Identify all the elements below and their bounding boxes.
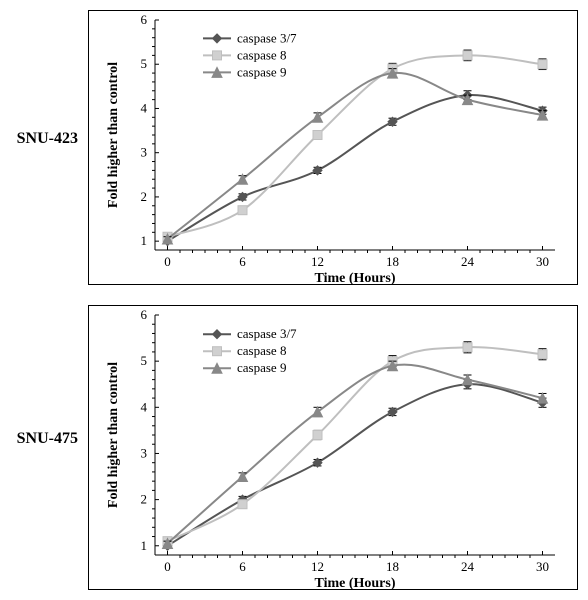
- svg-text:Time (Hours): Time (Hours): [314, 576, 395, 590]
- svg-text:Fold higher than control: Fold higher than control: [106, 62, 121, 208]
- chart-snu423: 1234560612182430Time (Hours)Fold higher …: [88, 10, 578, 285]
- svg-text:18: 18: [386, 559, 399, 574]
- panel-label-snu423: SNU-423: [0, 130, 78, 148]
- legend-item: caspase 3/7: [237, 30, 297, 45]
- legend-item: caspase 9: [237, 360, 286, 375]
- legend-item: caspase 9: [237, 64, 286, 79]
- marker-c8: [238, 500, 247, 509]
- svg-text:5: 5: [141, 353, 148, 368]
- legend-item: caspase 3/7: [237, 326, 297, 341]
- svg-text:30: 30: [536, 254, 549, 269]
- svg-text:4: 4: [141, 399, 148, 414]
- svg-text:24: 24: [461, 254, 475, 269]
- svg-text:6: 6: [239, 559, 246, 574]
- marker-c8: [463, 343, 472, 352]
- panel-label-snu475: SNU-475: [0, 430, 78, 448]
- marker-c8: [538, 60, 547, 69]
- svg-text:12: 12: [311, 559, 324, 574]
- marker-c8: [463, 51, 472, 60]
- series-line-c37: [168, 384, 543, 546]
- legend-item: caspase 8: [237, 47, 286, 62]
- svg-text:Time (Hours): Time (Hours): [314, 271, 395, 285]
- svg-text:6: 6: [141, 12, 148, 27]
- marker-c8: [313, 431, 322, 440]
- svg-text:18: 18: [386, 254, 399, 269]
- svg-text:2: 2: [141, 189, 148, 204]
- legend-item: caspase 8: [237, 343, 286, 358]
- svg-text:0: 0: [164, 254, 171, 269]
- svg-text:6: 6: [141, 307, 148, 322]
- svg-text:3: 3: [141, 445, 148, 460]
- marker-c8: [313, 131, 322, 140]
- svg-text:24: 24: [461, 559, 475, 574]
- marker-c37: [388, 407, 397, 416]
- svg-text:1: 1: [141, 233, 148, 248]
- svg-text:2: 2: [141, 492, 148, 507]
- svg-text:5: 5: [141, 56, 148, 71]
- marker-c8: [538, 350, 547, 359]
- svg-text:0: 0: [164, 559, 171, 574]
- svg-text:Fold higher than control: Fold higher than control: [106, 362, 121, 508]
- svg-text:4: 4: [141, 100, 148, 115]
- chart-snu475: 1234560612182430Time (Hours)Fold higher …: [88, 305, 578, 590]
- marker-c8: [238, 206, 247, 215]
- svg-text:30: 30: [536, 559, 549, 574]
- series-line-c8: [168, 347, 543, 541]
- svg-text:3: 3: [141, 145, 148, 160]
- svg-text:6: 6: [239, 254, 246, 269]
- figure-root: SNU-423 SNU-475 1234560612182430Time (Ho…: [0, 0, 588, 600]
- svg-text:1: 1: [141, 538, 148, 553]
- svg-text:12: 12: [311, 254, 324, 269]
